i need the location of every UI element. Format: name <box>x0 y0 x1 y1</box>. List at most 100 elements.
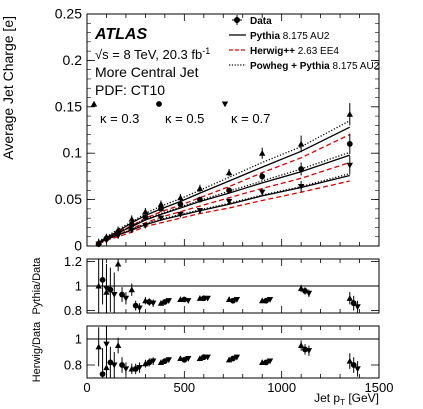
pdf-label: PDF: CT10 <box>95 82 165 98</box>
legend-entry: Data <box>250 16 272 27</box>
data-point <box>114 233 122 239</box>
data-point <box>346 141 353 147</box>
data-point <box>266 296 274 303</box>
data-point <box>266 358 274 365</box>
legend-entry: Herwig++ 2.63 EE4 <box>250 46 339 57</box>
data-point <box>142 360 149 367</box>
data-point <box>122 366 130 373</box>
data-point <box>298 166 305 172</box>
data-point <box>302 346 308 353</box>
data-point <box>230 355 236 362</box>
data-point <box>185 355 192 362</box>
y-tick-label: 0.2 <box>63 52 83 68</box>
data-point <box>225 198 233 205</box>
data-point <box>204 295 211 302</box>
legend-data-marker <box>234 17 240 23</box>
powheg-curve <box>98 151 351 243</box>
data-point <box>346 357 353 364</box>
data-point <box>122 295 130 302</box>
data-point <box>226 187 233 194</box>
legend-entry-name: Data <box>250 16 272 27</box>
data-point <box>103 341 110 348</box>
data-point <box>157 359 165 365</box>
y-tick-label: 0.1 <box>63 145 83 161</box>
data-point <box>346 111 353 117</box>
data-point <box>161 299 168 305</box>
data-point <box>181 356 188 363</box>
x-tick-label: 1500 <box>365 380 394 395</box>
kappa-label: κ = 0.5 <box>165 111 204 126</box>
data-point <box>181 296 188 303</box>
energy-superscript: -1 <box>202 46 210 56</box>
y-tick-label: 0.05 <box>55 191 82 207</box>
data-point <box>99 276 106 283</box>
kappa-label: κ = 0.3 <box>100 111 139 126</box>
data-point <box>259 150 266 156</box>
data-point <box>302 288 308 294</box>
legend-entry-version: 8.175 AU2 <box>280 31 330 42</box>
data-point <box>128 227 135 234</box>
x-tick-label: 1000 <box>267 380 296 395</box>
y-tick-label: 0.8 <box>64 358 82 373</box>
main-plot-frame <box>86 13 380 247</box>
data-point <box>259 189 266 196</box>
powheg-curve <box>98 120 351 242</box>
data-point <box>177 201 184 208</box>
main-panel: 0 0.05 0.1 0.15 0.2 0.25 Average Jet Charge [e… <box>0 6 380 254</box>
data-point <box>165 357 172 363</box>
data-point <box>305 290 313 297</box>
data-point <box>107 286 114 293</box>
data-point <box>128 215 135 222</box>
data-point <box>196 208 204 214</box>
selection-label: More Central Jet <box>95 64 199 80</box>
ratio-y-axis-label: Pythia/Data <box>31 257 43 315</box>
legend-entry-name: Powheg + Pythia <box>250 61 330 72</box>
data-point <box>196 185 204 192</box>
legend-entry-name: Pythia <box>250 31 280 42</box>
kappa-marker-icon <box>90 100 98 107</box>
data-point <box>177 211 184 218</box>
data-point <box>142 214 149 221</box>
atlas-label: ATLAS <box>94 26 147 43</box>
data-point <box>142 208 149 215</box>
data-point <box>233 296 241 303</box>
data-point <box>230 297 236 304</box>
kappa-marker-icon <box>156 101 162 107</box>
data-point <box>233 354 241 361</box>
legend-entry: Pythia 8.175 AU2 <box>250 31 330 42</box>
data-point <box>95 343 102 350</box>
data-point <box>346 162 353 169</box>
data-point <box>95 241 102 248</box>
data-point <box>354 304 361 311</box>
ratio-plot-frame <box>86 325 380 379</box>
data-point <box>297 184 305 190</box>
herwig-curve <box>98 180 350 245</box>
x-tick-label: 500 <box>173 380 195 395</box>
data-point <box>128 221 135 228</box>
data-point <box>95 282 102 289</box>
data-point <box>114 260 122 267</box>
legend-entry: Powheg + Pythia 8.175 AU2 <box>250 61 380 72</box>
data-point <box>111 362 118 369</box>
data-point <box>196 355 204 362</box>
y-tick-label: 1.2 <box>64 254 82 269</box>
data-point <box>149 300 157 307</box>
pythia-ratio-panel: 0.8 1 1.2 Pythia/Data <box>31 254 380 318</box>
y-tick-label: 0.15 <box>55 98 82 114</box>
legend-entry-name: Herwig++ <box>250 46 295 57</box>
x-axis-label-unit: [GeV] <box>345 391 379 405</box>
data-point <box>157 299 165 306</box>
data-point <box>346 295 353 301</box>
y-tick-label: 1 <box>75 279 82 294</box>
data-point <box>158 205 164 212</box>
data-point <box>136 305 143 312</box>
legend-entry-version: 8.175 AU2 <box>330 61 380 72</box>
herwig-ratio-panel: 0 500 1000 1500 0.8 1 Herwig/Data Jet pT [GeV] <box>31 321 393 407</box>
x-tick-label: 0 <box>83 380 90 395</box>
data-point <box>259 173 266 180</box>
data-point <box>157 201 165 207</box>
data-point <box>146 299 153 305</box>
powheg-curve <box>98 172 350 244</box>
